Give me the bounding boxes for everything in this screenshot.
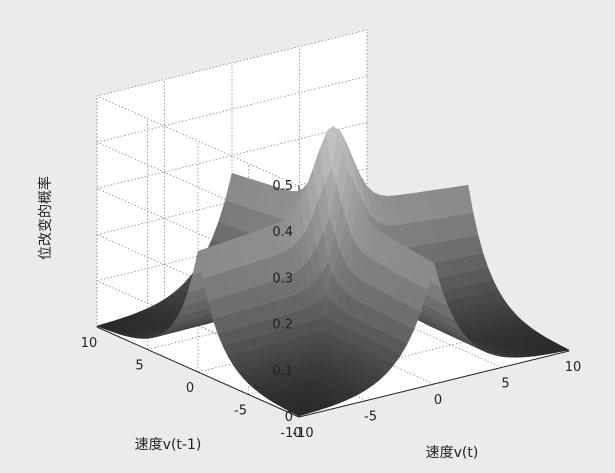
x-axis-label: 速度v(t) [426, 445, 479, 461]
grid-line [96, 75, 368, 143]
y-tick-label: 5 [135, 359, 143, 374]
y-axis-label: 速度v(t-1) [135, 437, 202, 453]
grid-line [96, 122, 368, 189]
x-tick-label: 5 [501, 377, 509, 392]
y-axis-line [96, 326, 300, 418]
y-tick-label: -10 [280, 426, 301, 441]
z-axis-label: 位改变的概率 [37, 176, 54, 260]
z-tick-label: 0.1 [272, 364, 293, 379]
grid-line [96, 29, 368, 97]
z-tick-label: 0.3 [272, 271, 293, 286]
y-tick-label: -5 [234, 404, 247, 419]
x-tick-label: 0 [434, 393, 442, 408]
y-tick-label: 0 [186, 381, 194, 396]
y-tick-label: 10 [81, 336, 98, 351]
z-tick-label: 0 [285, 410, 293, 425]
z-tick-label: 0.4 [272, 225, 293, 240]
x-axis-line [298, 350, 570, 418]
z-tick-label: 0.5 [272, 179, 293, 194]
x-tick-label: -10 [292, 426, 313, 441]
surface-patch [293, 411, 307, 417]
z-tick-label: 0.2 [272, 318, 293, 333]
x-tick-label: 10 [565, 360, 582, 375]
x-tick-label: -5 [364, 410, 377, 425]
